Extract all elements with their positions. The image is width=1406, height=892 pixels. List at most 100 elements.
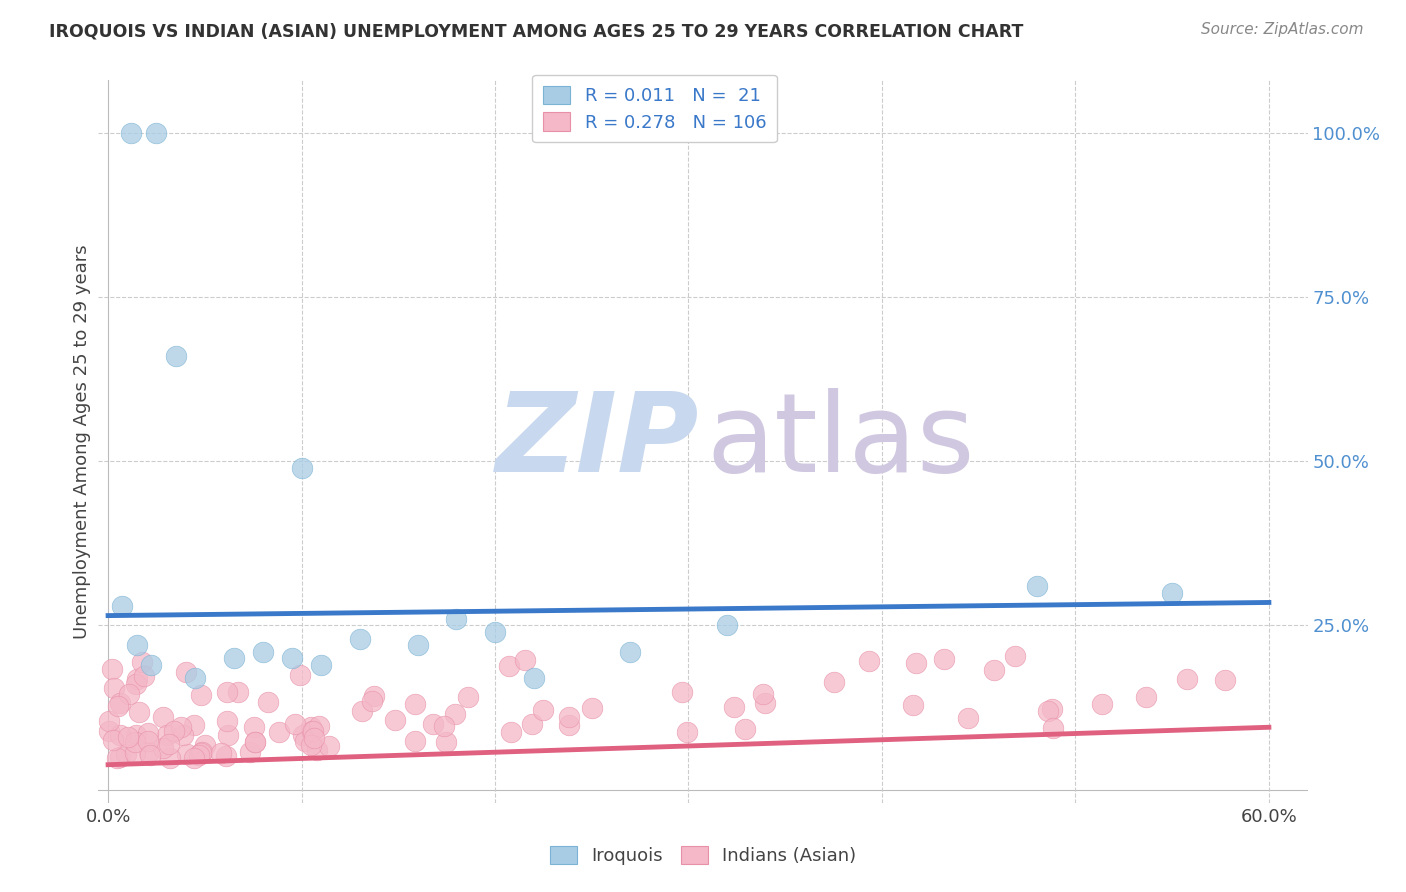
Point bbox=[1038, 704, 1060, 718]
Point bbox=[434, 735, 457, 749]
Legend: Iroquois, Indians (Asian): Iroquois, Indians (Asian) bbox=[543, 838, 863, 872]
Point bbox=[858, 654, 880, 668]
Point bbox=[157, 737, 180, 751]
Point bbox=[752, 687, 775, 701]
Point bbox=[957, 711, 980, 725]
Point bbox=[172, 728, 194, 742]
Point bbox=[446, 612, 468, 626]
Point bbox=[125, 677, 148, 691]
Point bbox=[457, 690, 479, 705]
Legend: R = 0.011   N =  21, R = 0.278   N = 106: R = 0.011 N = 21, R = 0.278 N = 106 bbox=[533, 75, 778, 143]
Point bbox=[520, 717, 543, 731]
Point bbox=[281, 651, 304, 665]
Point bbox=[108, 696, 131, 710]
Point bbox=[152, 710, 174, 724]
Point bbox=[905, 656, 928, 670]
Point bbox=[363, 690, 385, 704]
Point bbox=[557, 718, 579, 732]
Point bbox=[191, 745, 214, 759]
Point bbox=[226, 685, 249, 699]
Point bbox=[1135, 690, 1157, 704]
Point bbox=[361, 694, 384, 708]
Point bbox=[1175, 672, 1198, 686]
Point bbox=[1161, 585, 1184, 599]
Point bbox=[384, 713, 406, 727]
Y-axis label: Unemployment Among Ages 25 to 29 years: Unemployment Among Ages 25 to 29 years bbox=[73, 244, 91, 639]
Point bbox=[243, 735, 266, 749]
Point bbox=[118, 688, 141, 702]
Point bbox=[128, 705, 150, 719]
Point bbox=[350, 704, 373, 718]
Point bbox=[1040, 702, 1063, 716]
Point bbox=[581, 701, 603, 715]
Point bbox=[101, 662, 124, 676]
Point bbox=[138, 734, 160, 748]
Point bbox=[294, 734, 316, 748]
Point bbox=[299, 720, 322, 734]
Point bbox=[256, 694, 278, 708]
Point bbox=[111, 599, 134, 613]
Point bbox=[190, 688, 212, 702]
Point bbox=[217, 685, 239, 699]
Point bbox=[983, 663, 1005, 677]
Point bbox=[443, 706, 465, 721]
Point bbox=[103, 681, 125, 696]
Point bbox=[152, 741, 174, 756]
Point bbox=[184, 671, 207, 685]
Point bbox=[671, 684, 693, 698]
Point bbox=[1004, 649, 1026, 664]
Point bbox=[176, 747, 198, 761]
Point bbox=[288, 667, 311, 681]
Point bbox=[675, 725, 697, 739]
Point bbox=[284, 717, 307, 731]
Point bbox=[155, 728, 177, 742]
Point bbox=[558, 710, 581, 724]
Point bbox=[302, 724, 325, 739]
Point bbox=[932, 652, 955, 666]
Point bbox=[107, 751, 129, 765]
Point bbox=[170, 720, 193, 734]
Point bbox=[215, 714, 238, 728]
Point bbox=[302, 731, 325, 746]
Point bbox=[174, 665, 197, 680]
Point bbox=[183, 718, 205, 732]
Text: IROQUOIS VS INDIAN (ASIAN) UNEMPLOYMENT AMONG AGES 25 TO 29 YEARS CORRELATION CH: IROQUOIS VS INDIAN (ASIAN) UNEMPLOYMENT … bbox=[49, 22, 1024, 40]
Point bbox=[252, 645, 274, 659]
Point bbox=[422, 716, 444, 731]
Point bbox=[165, 349, 187, 363]
Point bbox=[125, 728, 148, 742]
Point bbox=[132, 669, 155, 683]
Point bbox=[139, 657, 162, 672]
Point bbox=[107, 699, 129, 714]
Point bbox=[108, 750, 131, 764]
Point bbox=[159, 751, 181, 765]
Point bbox=[239, 745, 262, 759]
Point bbox=[190, 746, 212, 760]
Point bbox=[299, 738, 322, 752]
Point bbox=[108, 728, 131, 742]
Point bbox=[127, 672, 149, 686]
Point bbox=[97, 714, 120, 728]
Point bbox=[404, 734, 426, 748]
Point bbox=[823, 675, 845, 690]
Point bbox=[716, 618, 738, 632]
Point bbox=[1025, 579, 1047, 593]
Point bbox=[124, 735, 146, 749]
Point bbox=[243, 720, 266, 734]
Point bbox=[214, 748, 236, 763]
Point bbox=[531, 703, 554, 717]
Point bbox=[245, 735, 267, 749]
Point bbox=[290, 460, 312, 475]
Point bbox=[138, 745, 160, 759]
Point bbox=[523, 671, 546, 685]
Point bbox=[145, 126, 167, 140]
Point bbox=[222, 651, 245, 665]
Point bbox=[484, 625, 506, 640]
Point bbox=[127, 638, 149, 652]
Text: ZIP: ZIP bbox=[496, 388, 699, 495]
Point bbox=[117, 730, 139, 744]
Point bbox=[131, 655, 153, 669]
Text: Source: ZipAtlas.com: Source: ZipAtlas.com bbox=[1201, 22, 1364, 37]
Point bbox=[754, 697, 776, 711]
Point bbox=[101, 733, 124, 747]
